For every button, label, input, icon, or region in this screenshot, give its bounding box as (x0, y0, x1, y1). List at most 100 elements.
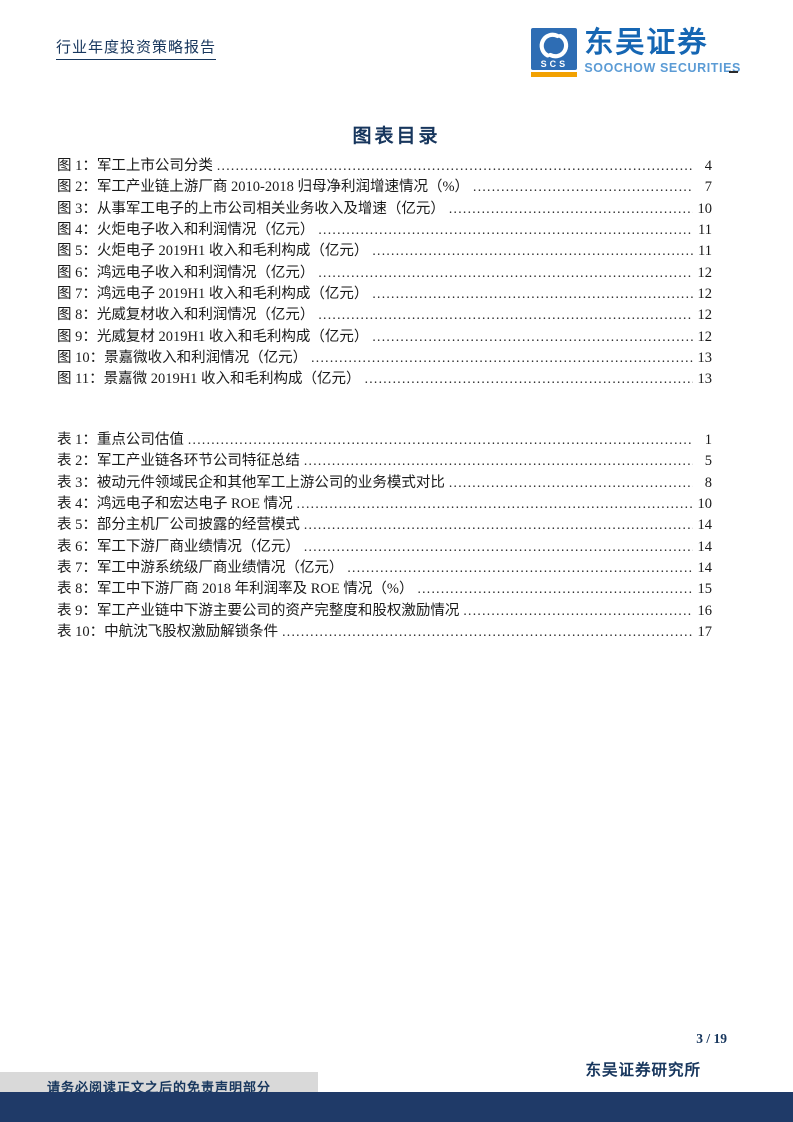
toc-entry-page: 13 (697, 350, 713, 367)
logo-swirl-icon: SCS (531, 28, 578, 70)
toc-entry-table[interactable]: 表 8：军工中下游厂商 2018 年利润率及 ROE 情况（%） 15 (57, 578, 712, 599)
brand-name-en: SOOCHOW SECURITIES (584, 61, 741, 75)
report-type-label: 行业年度投资策略报告 (56, 40, 217, 60)
brand-name-cn: 东吴证券 (584, 27, 709, 59)
toc-entry-figure[interactable]: 图 10：景嘉微收入和利润情况（亿元） 13 (57, 347, 712, 368)
toc-dot-leader (217, 155, 693, 177)
toc-entry-label: 图 8：光威复材收入和利润情况（亿元） (57, 307, 315, 324)
toc-entry-label: 图 10：景嘉微收入和利润情况（亿元） (57, 350, 308, 367)
toc-dot-leader (188, 429, 693, 451)
toc-entry-label: 图 4：火炬电子收入和利润情况（亿元） (57, 222, 315, 239)
header-dash-mark (729, 71, 738, 73)
logo-mark: SCS (531, 28, 578, 77)
toc-entry-figure[interactable]: 图 6：鸿远电子收入和利润情况（亿元） 12 (57, 262, 712, 283)
disclaimer-text: 请务必阅读正文之后的免责声明部分 (46, 1079, 271, 1095)
toc-entry-table[interactable]: 表 5：部分主机厂公司披露的经营模式 14 (57, 514, 712, 535)
toc-entry-page: 10 (697, 200, 713, 217)
toc-entry-page: 10 (697, 496, 713, 513)
toc-entry-label: 图 7：鸿远电子 2019H1 收入和毛利构成（亿元） (57, 286, 369, 303)
toc-entry-label: 图 11：景嘉微 2019H1 收入和毛利构成（亿元） (57, 371, 361, 388)
toc-entry-label: 图 9：光威复材 2019H1 收入和毛利构成（亿元） (57, 328, 369, 345)
toc-entry-page: 8 (704, 474, 712, 491)
toc-entry-table[interactable]: 表 3：被动元件领域民企和其他军工上游公司的业务模式对比 8 (57, 472, 712, 493)
toc-dot-leader (318, 304, 693, 326)
bottom-navy-bar (0, 1092, 793, 1122)
logo-monogram: SCS (540, 59, 569, 69)
logo-orange-bar (531, 72, 578, 77)
toc-entry-figure[interactable]: 图 11：景嘉微 2019H1 收入和毛利构成（亿元） 13 (57, 368, 712, 389)
toc-entry-label: 表 3：被动元件领域民企和其他军工上游公司的业务模式对比 (57, 474, 445, 491)
toc-dot-leader (318, 219, 693, 241)
toc-entry-page: 13 (697, 371, 713, 388)
toc-entry-table[interactable]: 表 6：军工下游厂商业绩情况（亿元） 14 (57, 536, 712, 557)
toc-entry-page: 11 (698, 222, 712, 239)
toc-entry-page: 14 (697, 560, 713, 577)
toc-dot-leader (449, 472, 693, 494)
toc-title: 图表目录 (352, 126, 441, 147)
toc-entry-table[interactable]: 表 7：军工中游系统级厂商业绩情况（亿元） 14 (57, 557, 712, 578)
toc-entry-page: 14 (697, 517, 713, 534)
toc-entry-page: 17 (697, 624, 713, 641)
toc-entry-page: 4 (704, 158, 712, 174)
toc-entry-label: 图 6：鸿远电子收入和利润情况（亿元） (57, 264, 315, 281)
soochow-securities-logo: SCS 东吴证券 SOOCHOW SECURITIES (531, 28, 741, 77)
toc-dot-leader (304, 536, 693, 558)
toc-entry-figure[interactable]: 图 4：火炬电子收入和利润情况（亿元） 11 (57, 219, 712, 240)
toc-entry-label: 表 1：重点公司估值 (57, 432, 184, 448)
toc-entry-page: 12 (697, 286, 713, 303)
toc-entry-page: 5 (704, 453, 712, 470)
toc-entry-label: 图 5：火炬电子 2019H1 收入和毛利构成（亿元） (57, 243, 369, 260)
figures-toc-list: 图 1：军工上市公司分类 4 图 2：军工产业链上游厂商 2010-2018 归… (57, 155, 712, 390)
toc-entry-table[interactable]: 表 1：重点公司估值 1 (57, 429, 712, 450)
toc-dot-leader (463, 600, 693, 622)
toc-entry-page: 12 (697, 328, 713, 345)
toc-entry-figure[interactable]: 图 2：军工产业链上游厂商 2010-2018 归母净利润增速情况（%） 7 (57, 176, 712, 197)
toc-entry-figure[interactable]: 图 5：火炬电子 2019H1 收入和毛利构成（亿元） 11 (57, 240, 712, 261)
toc-entry-figure[interactable]: 图 3：从事军工电子的上市公司相关业务收入及增速（亿元） 10 (57, 198, 712, 219)
toc-entry-page: 11 (698, 243, 712, 260)
toc-dot-leader (417, 578, 693, 600)
toc-entry-label: 表 2：军工产业链各环节公司特征总结 (57, 453, 300, 470)
toc-dot-leader (449, 198, 693, 220)
toc-entry-page: 1 (704, 432, 712, 448)
toc-entry-figure[interactable]: 图 1：军工上市公司分类 4 (57, 155, 712, 176)
logo-text: 东吴证券 SOOCHOW SECURITIES (584, 28, 741, 75)
toc-dot-leader (297, 493, 693, 515)
toc-entry-label: 表 8：军工中下游厂商 2018 年利润率及 ROE 情况（%） (57, 581, 414, 598)
toc-dot-leader (282, 621, 693, 643)
toc-entry-figure[interactable]: 图 7：鸿远电子 2019H1 收入和毛利构成（亿元） 12 (57, 283, 712, 304)
toc-entry-table[interactable]: 表 2：军工产业链各环节公司特征总结 5 (57, 450, 712, 471)
toc-dot-leader (372, 283, 693, 305)
toc-entry-label: 图 2：军工产业链上游厂商 2010-2018 归母净利润增速情况（%） (57, 179, 470, 196)
toc-entry-table[interactable]: 表 10：中航沈飞股权激励解锁条件 17 (57, 621, 712, 642)
toc-entry-page: 15 (697, 581, 713, 598)
page-number-indicator: 3 / 19 (696, 1031, 727, 1046)
toc-dot-leader (347, 557, 693, 579)
tables-toc-list: 表 1：重点公司估值 1 表 2：军工产业链各环节公司特征总结 5 表 3：被动… (57, 429, 712, 642)
header-left: 行业年度投资策略报告 (56, 36, 217, 60)
toc-entry-label: 图 1：军工上市公司分类 (57, 158, 213, 174)
toc-entry-label: 表 7：军工中游系统级厂商业绩情况（亿元） (57, 560, 344, 577)
toc-entry-page: 16 (697, 602, 713, 619)
toc-entry-figure[interactable]: 图 8：光威复材收入和利润情况（亿元） 12 (57, 304, 712, 325)
research-institute-label: 东吴证券研究所 (585, 1062, 701, 1079)
toc-dot-leader (473, 176, 693, 198)
toc-dot-leader (304, 514, 693, 536)
toc-entry-page: 7 (704, 179, 712, 196)
toc-entry-table[interactable]: 表 9：军工产业链中下游主要公司的资产完整度和股权激励情况 16 (57, 600, 712, 621)
toc-entry-label: 表 10：中航沈飞股权激励解锁条件 (57, 624, 279, 641)
toc-entry-page: 12 (697, 264, 713, 281)
toc-entry-table[interactable]: 表 4：鸿远电子和宏达电子 ROE 情况 10 (57, 493, 712, 514)
toc-entry-label: 图 3：从事军工电子的上市公司相关业务收入及增速（亿元） (57, 200, 445, 217)
toc-dot-leader (372, 326, 693, 348)
toc-entry-page: 12 (697, 307, 713, 324)
toc-dot-leader (365, 368, 693, 390)
toc-entry-label: 表 4：鸿远电子和宏达电子 ROE 情况 (57, 496, 293, 513)
toc-entry-label: 表 9：军工产业链中下游主要公司的资产完整度和股权激励情况 (57, 602, 460, 619)
toc-dot-leader (318, 262, 693, 284)
toc-dot-leader (311, 347, 693, 369)
toc-dot-leader (304, 450, 693, 472)
toc-dot-leader (372, 240, 693, 262)
toc-entry-figure[interactable]: 图 9：光威复材 2019H1 收入和毛利构成（亿元） 12 (57, 326, 712, 347)
